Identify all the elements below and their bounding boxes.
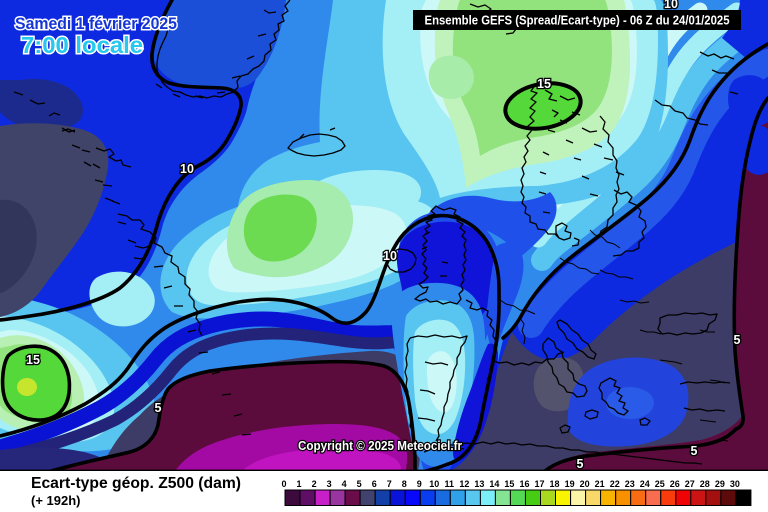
svg-text:26: 26 (670, 479, 680, 489)
svg-text:10: 10 (180, 162, 194, 176)
svg-text:15: 15 (26, 353, 40, 367)
svg-text:4: 4 (342, 479, 347, 489)
svg-text:5: 5 (577, 457, 584, 471)
svg-text:5: 5 (691, 444, 698, 458)
svg-text:15: 15 (504, 479, 514, 489)
svg-text:7:00 locale: 7:00 locale (21, 32, 143, 58)
svg-text:18: 18 (549, 479, 559, 489)
svg-text:16: 16 (519, 479, 529, 489)
svg-text:5: 5 (734, 333, 741, 347)
svg-text:10: 10 (429, 479, 439, 489)
svg-text:(+ 192h): (+ 192h) (31, 493, 81, 508)
svg-text:22: 22 (610, 479, 620, 489)
svg-text:30: 30 (730, 479, 740, 489)
svg-text:Ensemble GEFS (Spread/Ecart-t: Ensemble GEFS (Spread/Ecart-type) - 06 Z… (425, 13, 730, 28)
svg-text:2: 2 (312, 479, 317, 489)
svg-text:17: 17 (534, 479, 544, 489)
svg-text:3: 3 (327, 479, 332, 489)
svg-text:13: 13 (474, 479, 484, 489)
svg-text:27: 27 (685, 479, 695, 489)
svg-text:1: 1 (296, 479, 301, 489)
svg-text:9: 9 (417, 479, 422, 489)
svg-text:6: 6 (372, 479, 377, 489)
svg-text:19: 19 (565, 479, 575, 489)
svg-text:23: 23 (625, 479, 635, 489)
svg-text:0: 0 (281, 479, 286, 489)
svg-text:11: 11 (445, 479, 455, 489)
svg-text:15: 15 (537, 77, 551, 91)
svg-text:14: 14 (489, 479, 499, 489)
svg-text:29: 29 (715, 479, 725, 489)
svg-text:12: 12 (459, 479, 469, 489)
svg-text:5: 5 (357, 479, 362, 489)
svg-text:10: 10 (383, 249, 397, 263)
svg-text:Copyright © 2025 Meteociel.fr: Copyright © 2025 Meteociel.fr (298, 439, 462, 453)
svg-text:25: 25 (655, 479, 665, 489)
svg-text:24: 24 (640, 479, 650, 489)
svg-text:7: 7 (387, 479, 392, 489)
svg-text:8: 8 (402, 479, 407, 489)
svg-text:28: 28 (700, 479, 710, 489)
svg-text:20: 20 (580, 479, 590, 489)
svg-text:21: 21 (595, 479, 605, 489)
svg-text:Ecart-type géop. Z500 (dam): Ecart-type géop. Z500 (dam) (31, 475, 241, 492)
svg-text:10: 10 (664, 0, 678, 11)
svg-text:5: 5 (155, 401, 162, 415)
svg-text:Samedi 1 février 2025: Samedi 1 février 2025 (15, 14, 177, 33)
